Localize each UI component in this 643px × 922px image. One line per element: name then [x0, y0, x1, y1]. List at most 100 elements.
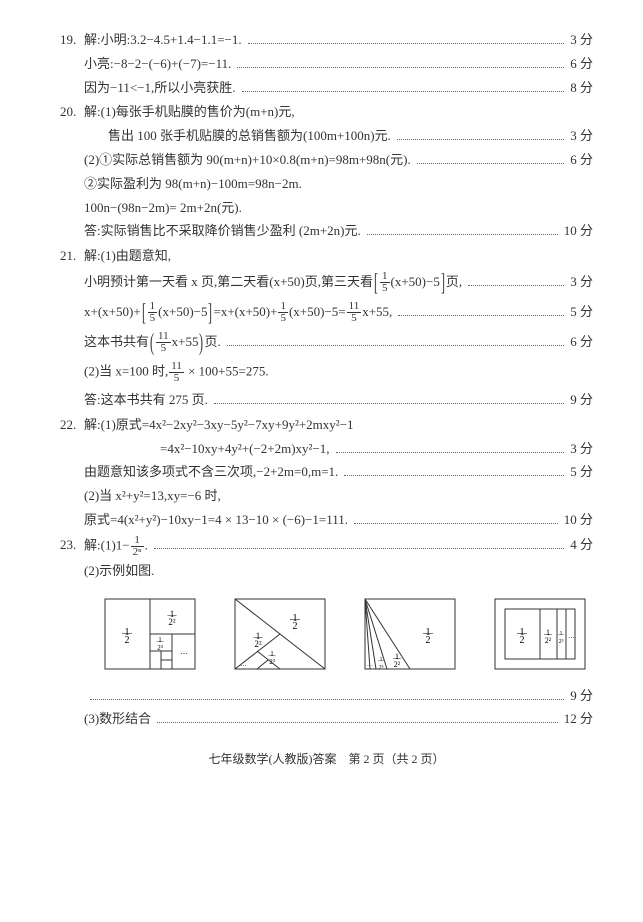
- score: 10 分: [564, 510, 593, 531]
- text: 小亮:−8−2−(−6)+(−7)=−11.: [84, 54, 231, 75]
- dots: [237, 67, 564, 68]
- text-part: 解:(1)1−: [84, 537, 130, 552]
- text: 解:(1)原式=4x²−2xy²−3xy−5y²−7xy+9y²+2mxy²−1: [84, 415, 354, 436]
- dots: [90, 699, 564, 700]
- dots: [242, 91, 565, 92]
- svg-text:1—2²: 1—2²: [253, 631, 264, 649]
- svg-text:1—2²: 1—2²: [167, 609, 178, 627]
- text: =4x²−10xy+4y²+(−2+2m)xy²−1,: [160, 439, 330, 460]
- figure-2: 1—2 1—2² 1—2³ …: [230, 594, 330, 674]
- fraction: 115: [169, 361, 184, 384]
- score: 6 分: [570, 332, 593, 353]
- text-part: (x+50)−5: [391, 274, 440, 289]
- dots: [398, 315, 564, 316]
- text: 答:实际销售比不采取降价销售少盈利 (2m+2n)元.: [84, 221, 361, 242]
- fraction: 12ⁿ: [131, 535, 144, 558]
- text-part: x+55: [172, 334, 199, 349]
- text-part: 小明预计第一天看 x 页,第二天看(x+50)页,第三天看: [84, 274, 373, 289]
- fraction: 115: [156, 331, 171, 354]
- text: 因为−11<−1,所以小亮获胜.: [84, 78, 236, 99]
- dots: [367, 234, 558, 235]
- fraction: 15: [380, 271, 390, 294]
- dots: [354, 523, 558, 524]
- score: 8 分: [570, 78, 593, 99]
- text: 原式=4(x²+y²)−10xy−1=4 × 13−10 × (−6)−1=11…: [84, 510, 348, 531]
- fraction: 115: [347, 301, 362, 324]
- text-part: .: [145, 537, 148, 552]
- problem-number: 21.: [60, 246, 84, 267]
- score: 9 分: [570, 390, 593, 411]
- score: 10 分: [564, 221, 593, 242]
- figure-4: 1—21—2²1—2³…: [490, 594, 590, 674]
- dots: [154, 548, 564, 549]
- text: 售出 100 张手机贴膜的总销售额为(100m+100n)元.: [108, 126, 391, 147]
- text: 由题意知该多项式不含三次项,−2+2m=0,m=1.: [84, 462, 338, 483]
- problem-20: 20.解:(1)每张手机贴膜的售价为(m+n)元, 售出 100 张手机贴膜的总…: [60, 102, 593, 242]
- dots: [397, 139, 564, 140]
- score: 4 分: [570, 535, 593, 556]
- text-part: × 100+55=275.: [185, 363, 269, 378]
- text-part: 页.: [204, 334, 220, 349]
- svg-text:…: …: [240, 660, 247, 668]
- svg-text:…: …: [568, 632, 575, 640]
- text-part: (x+50)−5=: [289, 304, 346, 319]
- text: 答:这本书共有 275 页.: [84, 390, 208, 411]
- svg-text:1—2³: 1—2³: [268, 650, 277, 666]
- dots: [214, 403, 564, 404]
- score: 3 分: [570, 439, 593, 460]
- svg-text:1—2: 1—2: [516, 627, 528, 646]
- dots: [417, 163, 565, 164]
- text: 小明预计第一天看 x 页,第二天看(x+50)页,第三天看[15(x+50)−5…: [84, 271, 462, 295]
- dots: [227, 345, 565, 346]
- score: 5 分: [570, 462, 593, 483]
- text: (2)示例如图.: [84, 561, 154, 582]
- svg-text:1—2: 1—2: [289, 613, 301, 632]
- score: 3 分: [570, 30, 593, 51]
- text: (2)当 x=100 时,115 × 100+55=275.: [84, 361, 269, 384]
- problem-number: 23.: [60, 535, 84, 556]
- score: 9 分: [570, 686, 593, 707]
- page-footer: 七年级数学(人教版)答案 第 2 页（共 2 页）: [60, 750, 593, 769]
- problem-number: 20.: [60, 102, 84, 123]
- problem-21: 21.解:(1)由题意知, 小明预计第一天看 x 页,第二天看(x+50)页,第…: [60, 246, 593, 411]
- score: 3 分: [570, 126, 593, 147]
- problem-number: 22.: [60, 415, 84, 436]
- text-part: 页,: [446, 274, 462, 289]
- text: 解:小明:3.2−4.5+1.4−1.1=−1.: [84, 30, 242, 51]
- text: (3)数形结合: [84, 709, 151, 730]
- figure-1: 1—21—2²1—2³…: [100, 594, 200, 674]
- text: (2)①实际总销售额为 90(m+n)+10×0.8(m+n)=98m+98n(…: [84, 150, 411, 171]
- fraction: 15: [278, 301, 288, 324]
- text: 100n−(98n−2m)= 2m+2n(元).: [84, 198, 242, 219]
- svg-text:1—2²: 1—2²: [543, 628, 553, 645]
- svg-text:1—2³: 1—2³: [156, 636, 165, 652]
- dots: [344, 475, 564, 476]
- text: 解:(1)每张手机贴膜的售价为(m+n)元,: [84, 102, 295, 123]
- text: x+(x+50)+[15(x+50)−5]=x+(x+50)+15(x+50)−…: [84, 301, 392, 325]
- score: 6 分: [570, 150, 593, 171]
- score: 12 分: [564, 709, 593, 730]
- svg-text:…: …: [367, 662, 373, 668]
- figures-row: 1—21—2²1—2³… 1—21—2²1—2³… 1—21—2²1—2³… 1…: [100, 594, 593, 674]
- text: 这本书共有(115x+55)页.: [84, 331, 221, 355]
- text-part: x+55,: [362, 304, 392, 319]
- dots: [157, 722, 558, 723]
- dots: [468, 285, 564, 286]
- fraction: 15: [148, 301, 158, 324]
- text: 解:(1)由题意知,: [84, 246, 171, 267]
- figure-3: 1—21—2²1—2³…: [360, 594, 460, 674]
- svg-text:…: …: [180, 647, 188, 656]
- dots: [336, 452, 565, 453]
- text: 解:(1)1−12ⁿ.: [84, 535, 148, 558]
- problem-22: 22.解:(1)原式=4x²−2xy²−3xy−5y²−7xy+9y²+2mxy…: [60, 415, 593, 531]
- svg-text:1—2: 1—2: [422, 627, 434, 646]
- text: (2)当 x²+y²=13,xy=−6 时,: [84, 486, 221, 507]
- dots: [248, 43, 565, 44]
- text-part: =x+(x+50)+: [213, 304, 277, 319]
- text-part: (2)当 x=100 时,: [84, 363, 168, 378]
- score: 6 分: [570, 54, 593, 75]
- problem-19: 19.解:小明:3.2−4.5+1.4−1.1=−1. 3 分 小亮:−8−2−(…: [60, 30, 593, 98]
- problem-number: 19.: [60, 30, 84, 51]
- svg-text:1—2²: 1—2²: [392, 652, 402, 669]
- text-part: 这本书共有: [84, 334, 149, 349]
